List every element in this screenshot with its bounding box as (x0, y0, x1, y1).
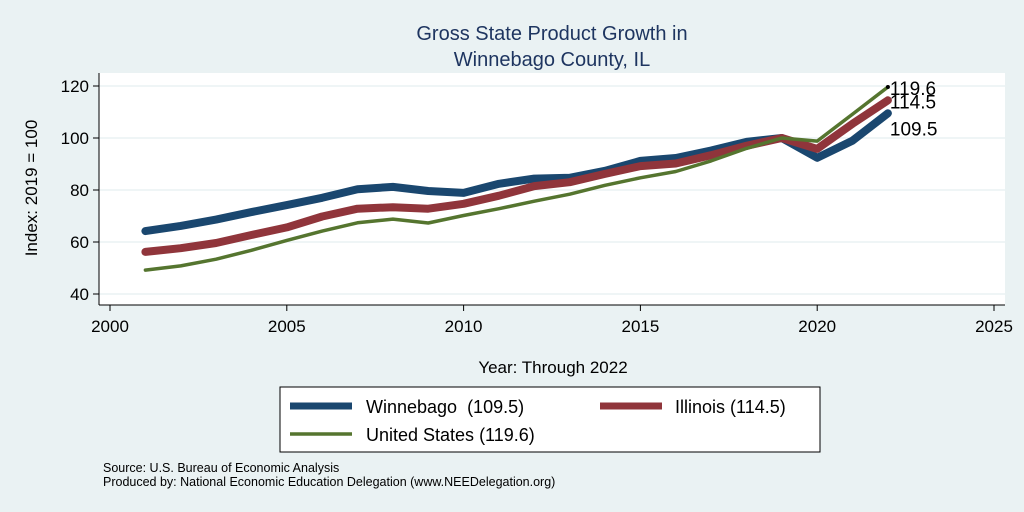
x-tick-label-2015: 2015 (621, 317, 659, 336)
axes (98, 73, 1005, 306)
legend-label-united-states: United States (119.6) (366, 425, 535, 445)
produced-by-note: Produced by: National Economic Education… (103, 475, 555, 489)
y-tick-label-80: 80 (70, 181, 89, 200)
legend: Winnebago (109.5) Illinois (114.5) Unite… (279, 386, 821, 453)
y-ticks: 40 60 80 100 120 (61, 77, 99, 304)
end-label-winnebago: 109.5 (890, 119, 938, 140)
end-label-illinois: 114.5 (890, 92, 936, 113)
y-tick-label-120: 120 (61, 77, 89, 96)
x-axis-title: Year: Through 2022 (478, 358, 627, 377)
end-marker-united-states (885, 85, 890, 90)
plot-area (99, 73, 1005, 305)
x-tick-label-2005: 2005 (268, 317, 306, 336)
legend-label-illinois: Illinois (114.5) (675, 397, 786, 417)
y-tick-label-100: 100 (61, 129, 89, 148)
x-tick-label-2025: 2025 (975, 317, 1013, 336)
chart-title-line-2: Winnebago County, IL (454, 49, 650, 71)
x-tick-label-2020: 2020 (798, 317, 836, 336)
legend-label-winnebago: Winnebago (109.5) (366, 397, 524, 417)
series-group (141, 85, 892, 272)
legend-box (279, 386, 821, 453)
series-line-united-states (143, 85, 890, 272)
y-tick-label-60: 60 (70, 233, 89, 252)
end-label-united-states: 119.6 (890, 79, 936, 100)
x-tick-label-2010: 2010 (445, 317, 483, 336)
x-tick-label-2000: 2000 (91, 317, 129, 336)
chart-title-line-1: Gross State Product Growth in (416, 23, 687, 45)
y-tick-label-40: 40 (70, 285, 89, 304)
y-axis-title: Index: 2019 = 100 (22, 120, 41, 257)
x-ticks: 2000 2005 2010 2015 2020 2025 (91, 305, 1013, 336)
source-note: Source: U.S. Bureau of Economic Analysis (103, 461, 339, 475)
